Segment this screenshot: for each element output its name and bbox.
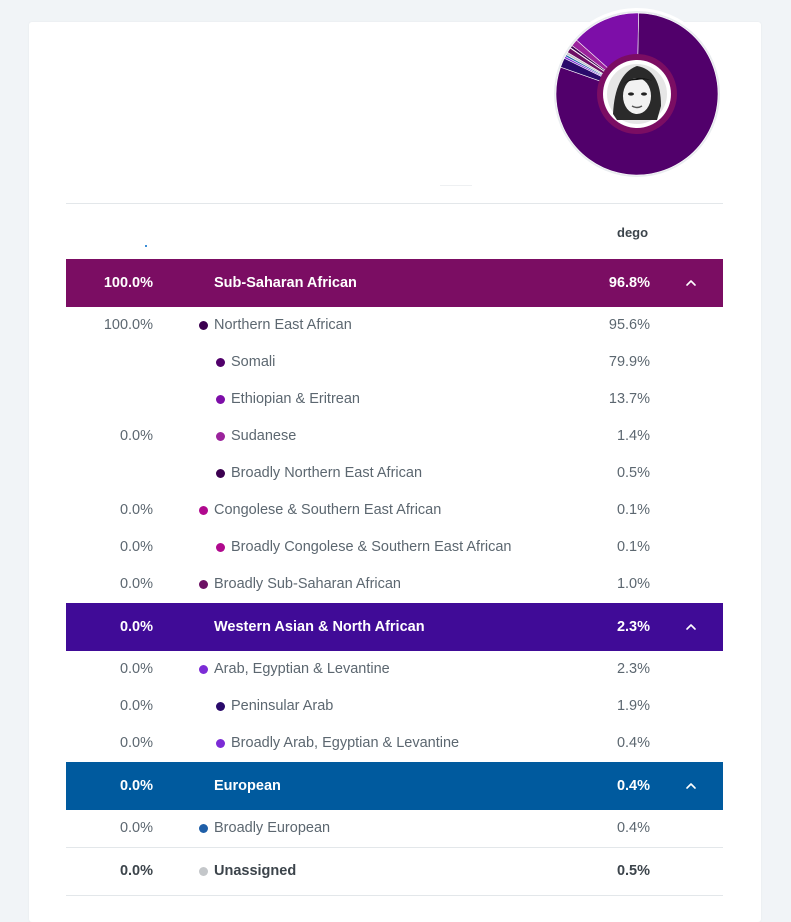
row-population-name: Sudanese xyxy=(231,428,297,444)
population-color-dot xyxy=(216,739,225,748)
row-population-name: Congolese & Southern East African xyxy=(214,502,442,518)
avatar-eye-right xyxy=(641,92,647,96)
row-right-percent: 0.4% xyxy=(616,735,650,751)
table-row: 100.0% Northern East African 95.6% xyxy=(66,307,723,344)
row-population-name: Broadly European xyxy=(214,820,331,836)
group-header-european[interactable]: 0.0% European 0.4% xyxy=(66,762,723,810)
row-population-name: Somali xyxy=(231,354,276,370)
avatar-eye-left xyxy=(628,92,634,96)
population-color-dot xyxy=(199,665,208,674)
group-header-western-asian-north-african[interactable]: 0.0% Western Asian & North African 2.3% xyxy=(66,603,723,651)
row-right-percent: 1.0% xyxy=(616,576,650,592)
chevron-up-icon[interactable] xyxy=(685,621,697,633)
column-label-dego: dego xyxy=(617,225,649,240)
row-population-name: Broadly Northern East African xyxy=(231,465,423,481)
row-right-percent: 13.7% xyxy=(608,391,650,407)
group-name: Sub-Saharan African xyxy=(214,275,357,291)
group-left-percent: 0.0% xyxy=(119,778,153,794)
row-left-percent: 0.0% xyxy=(119,735,153,751)
population-color-dot xyxy=(199,824,208,833)
row-left-percent: 0.0% xyxy=(119,863,153,879)
population-color-dot xyxy=(199,867,208,876)
population-color-dot xyxy=(216,469,225,478)
population-color-dot xyxy=(199,580,208,589)
chevron-up-icon[interactable] xyxy=(685,780,697,792)
row-right-percent: 0.1% xyxy=(616,539,650,555)
group-right-percent: 0.4% xyxy=(616,778,650,794)
avatar-fringe xyxy=(621,77,655,86)
population-color-dot xyxy=(216,395,225,404)
table-row: 0.0% Peninsular Arab 1.9% xyxy=(66,688,723,725)
table-row: 0.0% Arab, Egyptian & Levantine 2.3% xyxy=(66,651,723,688)
table-row: 0.0% Broadly European 0.4% xyxy=(66,810,723,847)
population-color-dot xyxy=(199,506,208,515)
row-left-percent: 0.0% xyxy=(119,698,153,714)
table-bottom-divider xyxy=(66,895,723,896)
row-left-percent: 0.0% xyxy=(119,502,153,518)
table-row: Ethiopian & Eritrean 13.7% xyxy=(66,381,723,418)
row-right-percent: 2.3% xyxy=(616,661,650,677)
group-header-sub-saharan-african[interactable]: 100.0% Sub-Saharan African 96.8% xyxy=(66,259,723,307)
avatar-mouth xyxy=(631,105,643,109)
row-population-name: Ethiopian & Eritrean xyxy=(231,391,360,407)
row-left-percent: 0.0% xyxy=(119,539,153,555)
row-right-percent: 0.4% xyxy=(616,820,650,836)
table-row-unassigned: 0.0% Unassigned 0.5% xyxy=(66,847,723,895)
row-population-name: Broadly Sub-Saharan African xyxy=(214,576,401,592)
row-population-name: Peninsular Arab xyxy=(231,698,334,714)
population-color-dot xyxy=(216,543,225,552)
row-right-percent: 79.9% xyxy=(608,354,650,370)
row-population-name: Unassigned xyxy=(214,863,297,879)
table-row: 0.0% Sudanese 1.4% xyxy=(66,418,723,455)
table-row: Broadly Northern East African 0.5% xyxy=(66,455,723,492)
table-row: 0.0% Broadly Arab, Egyptian & Levantine 0.… xyxy=(66,725,723,762)
chevron-up-icon[interactable] xyxy=(685,277,697,289)
avatar[interactable] xyxy=(607,64,667,124)
table-row: Somali 79.9% xyxy=(66,344,723,381)
group-right-percent: 2.3% xyxy=(616,619,650,635)
row-left-percent: 0.0% xyxy=(119,428,153,444)
row-right-percent: 1.9% xyxy=(616,698,650,714)
header-faint-mark xyxy=(440,185,472,186)
group-name: Western Asian & North African xyxy=(214,619,425,635)
row-left-percent: 0.0% xyxy=(119,576,153,592)
group-right-percent: 96.8% xyxy=(608,275,650,291)
row-left-percent: 100.0% xyxy=(103,317,153,333)
table-row: 0.0% Congolese & Southern East African 0.1… xyxy=(66,492,723,529)
row-population-name: Broadly Congolese & Southern East Africa… xyxy=(231,539,512,555)
group-name: European xyxy=(214,778,281,794)
avatar-face xyxy=(623,78,651,114)
row-left-percent: 0.0% xyxy=(119,820,153,836)
group-left-percent: 0.0% xyxy=(119,619,153,635)
row-right-percent: 95.6% xyxy=(608,317,650,333)
row-left-percent: 0.0% xyxy=(119,661,153,677)
row-population-name: Broadly Arab, Egyptian & Levantine xyxy=(231,735,460,751)
row-population-name: Arab, Egyptian & Levantine xyxy=(214,661,390,677)
population-color-dot xyxy=(199,321,208,330)
header-blue-dot xyxy=(145,245,147,247)
ancestry-donut-chart xyxy=(551,8,723,180)
population-color-dot xyxy=(216,358,225,367)
header-divider xyxy=(66,203,723,204)
row-population-name: Northern East African xyxy=(214,317,352,333)
population-color-dot xyxy=(216,432,225,441)
group-left-percent: 100.0% xyxy=(103,275,153,291)
row-right-percent: 0.1% xyxy=(616,502,650,518)
row-right-percent: 0.5% xyxy=(616,863,650,879)
population-color-dot xyxy=(216,702,225,711)
row-right-percent: 0.5% xyxy=(616,465,650,481)
ancestry-donut xyxy=(551,8,723,180)
table-row: 0.0% Broadly Congolese & Southern East Af… xyxy=(66,529,723,566)
row-right-percent: 1.4% xyxy=(616,428,650,444)
ancestry-table: 100.0% Sub-Saharan African 96.8% 100.0% Nort… xyxy=(66,259,723,896)
table-row: 0.0% Broadly Sub-Saharan African 1.0% xyxy=(66,566,723,603)
